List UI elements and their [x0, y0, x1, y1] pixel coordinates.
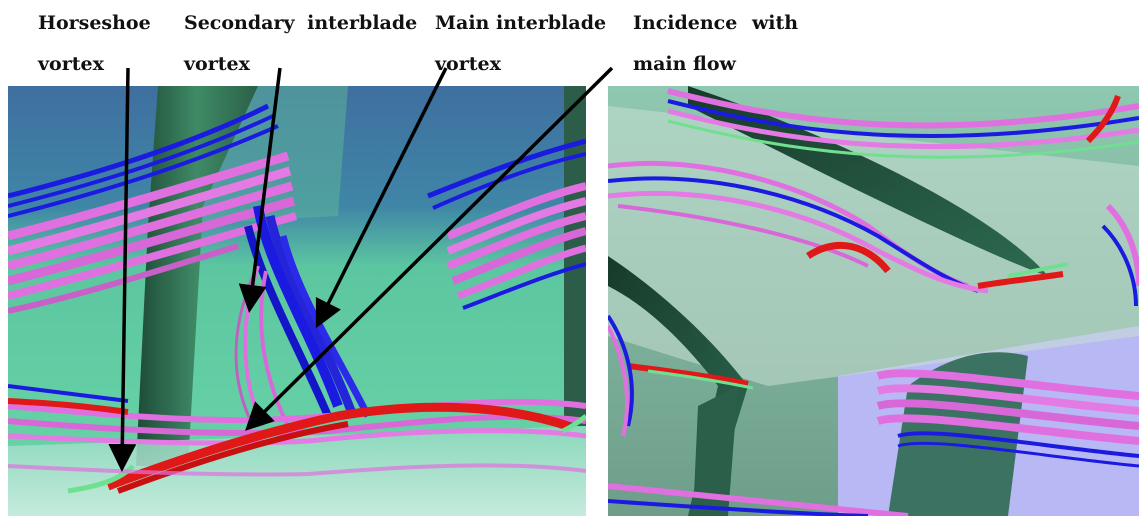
label-horseshoe-line1: Horseshoe	[38, 12, 151, 34]
label-horseshoe-line2: vortex	[38, 53, 104, 75]
vortex-visualization-left	[8, 86, 586, 516]
streamline-bundle-top	[667, 88, 1139, 159]
streamline-bundle-middle	[608, 161, 1069, 294]
label-main-line1: Main interblade	[435, 12, 607, 34]
label-secondary-line2: vortex	[184, 53, 250, 75]
blade-column-left	[693, 386, 738, 516]
label-secondary-line1: Secondary interblade	[184, 12, 418, 34]
label-main-line2: vortex	[435, 53, 501, 75]
streamline-bundle-lower-right	[608, 369, 1139, 516]
right-render	[608, 86, 1139, 516]
blade-column	[136, 86, 258, 466]
left-render	[8, 86, 586, 516]
vortex-visualization-right	[608, 86, 1139, 516]
label-incidence-line1: Incidence with	[633, 12, 799, 34]
label-incidence-line2: main flow	[633, 53, 736, 75]
hub-floor	[8, 426, 586, 516]
